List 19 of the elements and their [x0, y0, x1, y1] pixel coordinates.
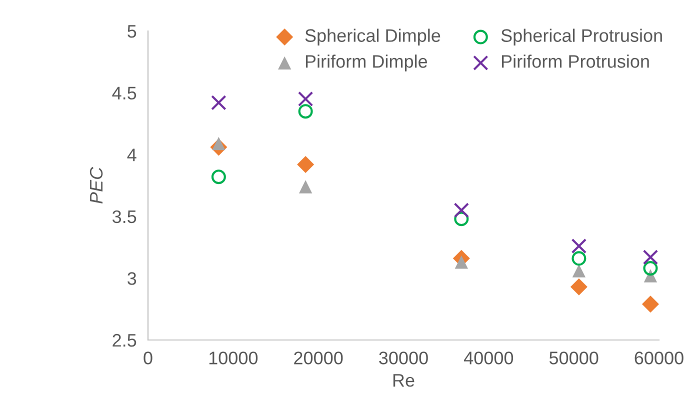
x-tick-label: 0 — [144, 352, 152, 364]
y-tick-label: 2.5 — [112, 334, 136, 347]
x-tick-label: 40000 — [464, 352, 514, 364]
x-tick-label: 20000 — [294, 352, 343, 364]
y-tick-label: 4 — [127, 148, 136, 162]
legend-label: Piriform Protrusion — [502, 54, 649, 68]
x-tick-label: 50000 — [549, 352, 598, 364]
legend-label: Piriform Dimple — [306, 54, 428, 72]
x-axis-title: Re — [393, 374, 414, 387]
y-tick-label: 5 — [128, 25, 136, 38]
x-tick-label: 10000 — [209, 352, 258, 364]
y-tick-label: 3 — [128, 272, 136, 285]
y-tick-label: 3.5 — [112, 210, 136, 224]
legend-label: Spherical Protrusion — [501, 28, 662, 46]
legend-label: Spherical Dimple — [305, 28, 440, 46]
x-tick-label: 30000 — [379, 352, 428, 364]
y-tick-label: 4.5 — [112, 86, 136, 100]
y-axis-title: PEC — [90, 166, 103, 204]
x-tick-label: 60000 — [634, 352, 684, 364]
